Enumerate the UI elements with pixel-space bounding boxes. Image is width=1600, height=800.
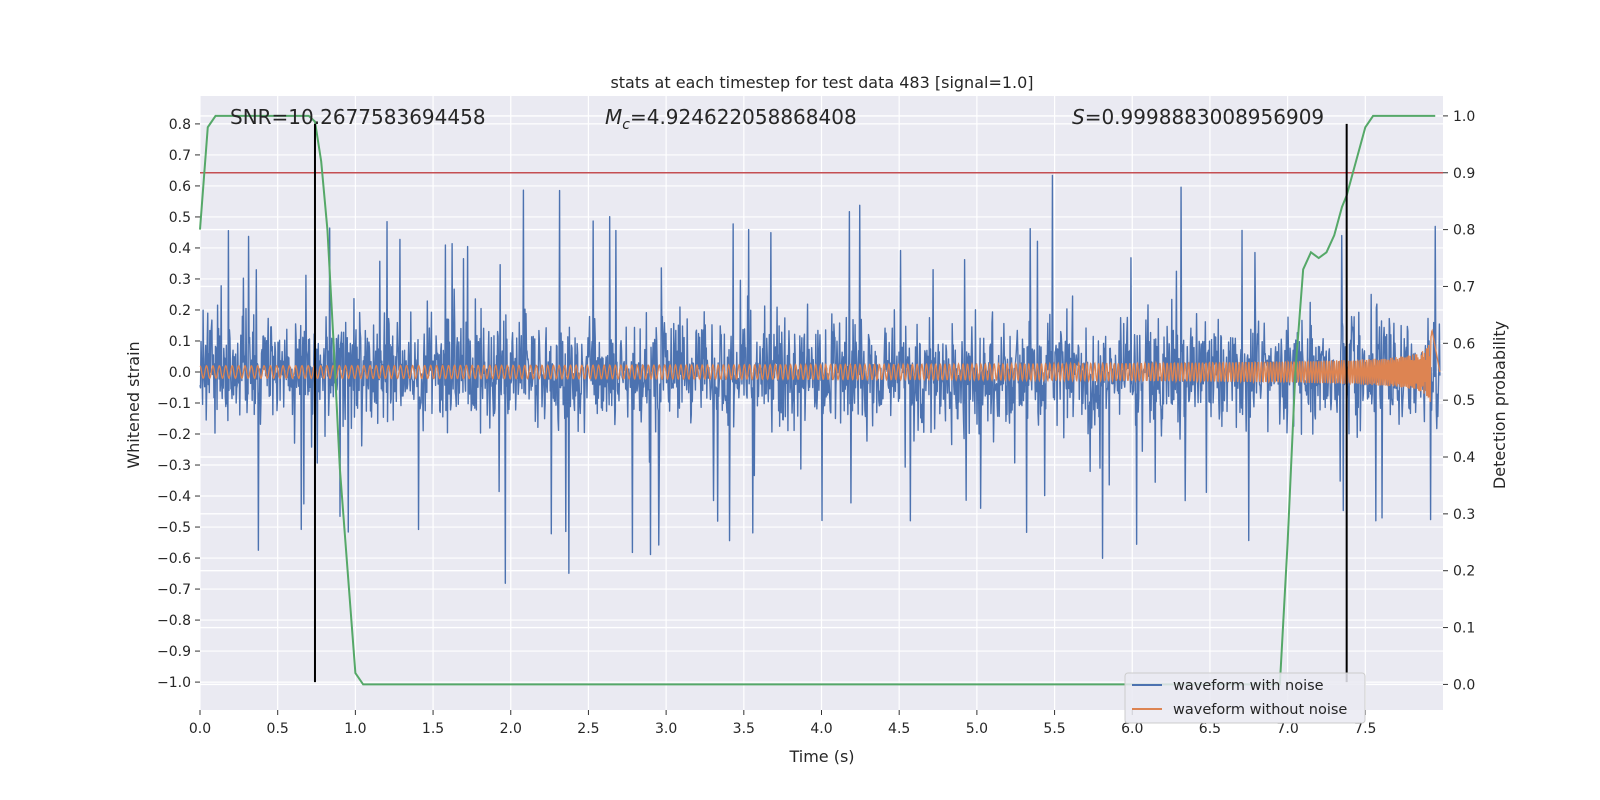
- vertical-markers: [313, 123, 1348, 683]
- x-tick-label: 1.0: [344, 721, 366, 737]
- x-tick-label: 7.5: [1354, 721, 1376, 737]
- y-tick-label: −0.7: [157, 582, 191, 598]
- y-tick-label: 0.3: [169, 272, 191, 288]
- x-tick-label: 0.5: [267, 721, 289, 737]
- probability-path: [199, 114, 1436, 686]
- y2-axis-label: Detection probability: [1490, 321, 1509, 489]
- y-tick-label: 0.1: [169, 334, 191, 350]
- y-tick-label: 0.0: [169, 365, 191, 381]
- y-tick-label: 0.5: [169, 210, 191, 226]
- y2-tick-label: 0.5: [1453, 393, 1475, 409]
- x-tick-label: 0.0: [189, 721, 211, 737]
- y2-tick-label: 0.9: [1453, 166, 1475, 182]
- annotation-mc-symbol: M: [605, 105, 622, 129]
- series-detection-probability: [199, 114, 1436, 686]
- y-tick-label: −0.1: [157, 396, 191, 412]
- annotation-s-symbol: S: [1072, 105, 1085, 129]
- legend-box: [1124, 672, 1366, 724]
- y-tick-label: −0.8: [157, 613, 191, 629]
- y-tick-label: 0.4: [169, 241, 191, 257]
- legend: waveform with noise waveform without noi…: [1124, 672, 1366, 724]
- y-tick-label: −0.9: [157, 644, 191, 660]
- x-tick-label: 7.0: [1276, 721, 1298, 737]
- x-tick-label: 5.5: [1043, 721, 1065, 737]
- y-axis-label: Whitened strain: [124, 341, 143, 468]
- x-tick-label: 5.0: [966, 721, 988, 737]
- y-tick-label: −0.6: [157, 551, 191, 567]
- annotation-score: S=0.9998883008956909: [1072, 105, 1324, 129]
- x-tick-label: 2.0: [500, 721, 522, 737]
- annotation-chirp-mass: Mc=4.924622058868408: [605, 105, 857, 133]
- y-tick-label: 0.8: [169, 117, 191, 133]
- y-tick-label: −0.2: [157, 427, 191, 443]
- y2-tick-label: 1.0: [1453, 109, 1475, 125]
- legend-label-noise: waveform with noise: [1173, 678, 1324, 694]
- y-tick-label: −1.0: [157, 675, 191, 691]
- y2-tick-label: 0.7: [1453, 279, 1475, 295]
- y-tick-label: −0.4: [157, 489, 191, 505]
- annotation-s-value: =0.9998883008956909: [1085, 105, 1324, 129]
- y2-tick-label: 0.8: [1453, 223, 1475, 239]
- y2-tick-label: 0.6: [1453, 336, 1475, 352]
- y2-tick-label: 0.2: [1453, 564, 1475, 580]
- annotation-mc-value: =4.924622058868408: [630, 105, 857, 129]
- annotation-mc-subscript: c: [622, 117, 630, 133]
- x-tick-label: 2.5: [577, 721, 599, 737]
- x-tick-label: 1.5: [422, 721, 444, 737]
- y-tick-label: 0.2: [169, 303, 191, 319]
- legend-label-clean: waveform without noise: [1173, 702, 1347, 718]
- x-axis-ticks: 0.0 0.5 1.0 1.5 2.0 2.5 3.0 3.5 4.0 4.5 5.0 5.5 6.0 6…: [189, 710, 1376, 737]
- x-tick-label: 4.5: [888, 721, 910, 737]
- y-tick-label: 0.7: [169, 148, 191, 164]
- y2-tick-label: 0.3: [1453, 507, 1475, 523]
- series-waveform-without-noise: [199, 328, 1441, 402]
- x-tick-label: 6.5: [1199, 721, 1221, 737]
- x-tick-label: 6.0: [1121, 721, 1143, 737]
- y-tick-label: −0.3: [157, 458, 191, 474]
- x-tick-label: 3.5: [733, 721, 755, 737]
- y2-tick-label: 0.4: [1453, 450, 1475, 466]
- x-tick-label: 3.0: [655, 721, 677, 737]
- clean-waveform-path: [199, 328, 1441, 402]
- y2-tick-label: 0.1: [1453, 621, 1475, 637]
- x-tick-label: 4.0: [810, 721, 832, 737]
- y2-tick-label: 0.0: [1453, 677, 1475, 693]
- y-tick-label: 0.6: [169, 179, 191, 195]
- x-axis-label: Time (s): [788, 747, 854, 766]
- annotation-snr: SNR=10.2677583694458: [230, 105, 486, 129]
- y-axis-ticks: 0.8 0.7 0.6 0.5 0.4 0.3 0.2 0.1 0.0 −0.1 −0.2 −0.3 −…: [157, 117, 200, 691]
- y2-axis-ticks: 1.0 0.9 0.8 0.7 0.6 0.5 0.4 0.3 0.2 0.1 0.0: [1443, 109, 1475, 693]
- chart-title: stats at each timestep for test data 483…: [610, 73, 1033, 92]
- y-tick-label: −0.5: [157, 520, 191, 536]
